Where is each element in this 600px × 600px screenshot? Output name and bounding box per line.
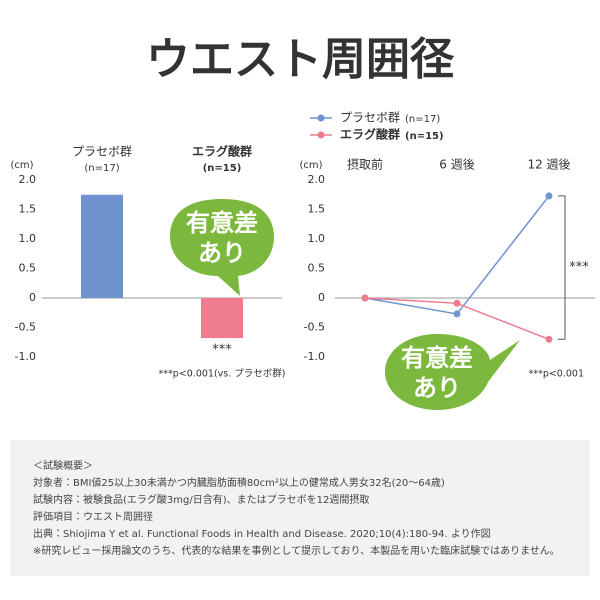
y-tick-label: -0.5 bbox=[304, 321, 325, 334]
significance: *** bbox=[212, 343, 232, 358]
page-title: ウエスト周囲径 bbox=[146, 34, 455, 85]
legend-label: プラセボ群 bbox=[340, 111, 400, 125]
category-label: プラセボ群 bbox=[72, 145, 132, 159]
y-tick-label: 2.0 bbox=[19, 173, 37, 186]
legend-n-label: (n=17) bbox=[405, 114, 440, 125]
y-tick-label: 0.5 bbox=[308, 262, 326, 275]
x-tick-label: 6 週後 bbox=[439, 158, 474, 172]
legend-n-label: (n=15) bbox=[405, 131, 444, 142]
bar bbox=[81, 194, 123, 298]
legend-marker bbox=[317, 114, 325, 122]
x-tick-label: 12 週後 bbox=[527, 158, 570, 172]
footnote: ***p<0.001 bbox=[529, 369, 584, 380]
bar bbox=[201, 298, 243, 339]
legend-label: エラグ酸群 bbox=[340, 127, 400, 142]
y-tick-label: 1.5 bbox=[308, 203, 326, 216]
n-label: (n=15) bbox=[203, 163, 242, 174]
y-tick-label: 1.5 bbox=[19, 203, 37, 216]
marker bbox=[453, 299, 461, 307]
n-label: (n=17) bbox=[84, 163, 119, 174]
note-line: 対象者：BMI値25以上30未満かつ内臓脂肪面積80cm²以上の健常成人男女32… bbox=[33, 476, 445, 489]
marker bbox=[545, 192, 553, 200]
y-tick-label: 1.0 bbox=[19, 232, 37, 245]
y-tick-label: -0.5 bbox=[15, 321, 36, 334]
notes-box bbox=[10, 440, 590, 576]
badge-text: 有意差 bbox=[401, 344, 473, 372]
y-axis-label: (cm) bbox=[299, 160, 322, 171]
badge-text: 有意差 bbox=[186, 209, 258, 237]
y-tick-label: 1.0 bbox=[308, 232, 326, 245]
footnote: ***p<0.001(vs. プラセボ群) bbox=[159, 368, 286, 380]
badge-text: あり bbox=[198, 239, 246, 267]
bracket bbox=[558, 195, 566, 340]
badge-bubble bbox=[170, 199, 274, 296]
y-tick-label: 0.5 bbox=[19, 262, 37, 275]
legend-marker bbox=[317, 131, 325, 139]
category-label: エラグ酸群 bbox=[192, 144, 252, 159]
marker bbox=[453, 310, 461, 318]
y-axis-label: (cm) bbox=[10, 160, 33, 171]
badge-text: あり bbox=[413, 374, 461, 402]
y-tick-label: 0 bbox=[29, 291, 36, 304]
note-line: 試験内容：被験食品(エラグ酸3mg/日含有)、またはプラセボを12週間摂取 bbox=[33, 493, 369, 506]
significance: *** bbox=[569, 260, 589, 275]
note-line: 評価項目：ウエスト周囲径 bbox=[33, 510, 153, 523]
y-tick-label: -1.0 bbox=[15, 350, 36, 363]
marker bbox=[545, 335, 553, 343]
x-tick-label: 摂取前 bbox=[347, 157, 383, 172]
line-series bbox=[364, 195, 550, 315]
y-tick-label: 2.0 bbox=[308, 173, 326, 186]
note-line: ※研究レビュー採用論文のうち、代表的な結果を事例として提示しており、本製品を用い… bbox=[33, 544, 560, 557]
badge-bubble bbox=[385, 334, 520, 410]
y-tick-label: -1.0 bbox=[304, 350, 325, 363]
note-line: 出典：Shiojima Y et al. Functional Foods in… bbox=[33, 527, 491, 540]
note-line: ＜試験概要＞ bbox=[33, 459, 93, 472]
y-tick-label: 0 bbox=[318, 291, 325, 304]
marker bbox=[361, 294, 369, 302]
